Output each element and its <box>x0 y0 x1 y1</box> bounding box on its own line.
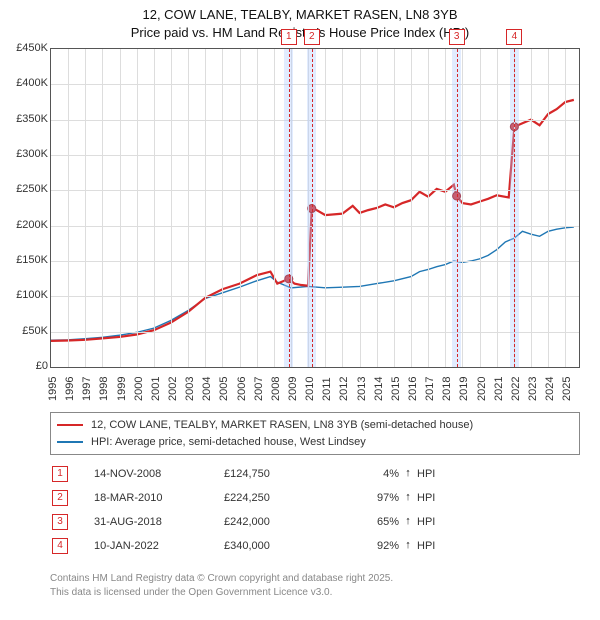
x-axis-label: 1995 <box>47 377 59 401</box>
sale-index: 2 <box>52 490 68 506</box>
sale-pct: 65% <box>344 516 399 528</box>
x-axis-label: 2014 <box>373 377 385 401</box>
up-arrow-icon: ↑ <box>399 515 417 527</box>
sale-price: £242,000 <box>224 516 344 528</box>
sale-row: 4 10-JAN-2022£340,00092%↑HPI <box>50 534 580 558</box>
legend-swatch-price <box>57 424 83 426</box>
sale-row: 2 18-MAR-2010£224,25097%↑HPI <box>50 486 580 510</box>
sale-hpi-label: HPI <box>417 492 467 504</box>
x-axis-label: 2013 <box>356 377 368 401</box>
sale-hpi-label: HPI <box>417 468 467 480</box>
x-axis-label: 1996 <box>64 377 76 401</box>
sale-date: 14-NOV-2008 <box>94 468 224 480</box>
x-axis-label: 2012 <box>338 377 350 401</box>
sale-row: 3 31-AUG-2018£242,00065%↑HPI <box>50 510 580 534</box>
up-arrow-icon: ↑ <box>399 539 417 551</box>
y-axis-label: £50K <box>4 325 48 337</box>
x-axis-label: 2001 <box>150 377 162 401</box>
legend: 12, COW LANE, TEALBY, MARKET RASEN, LN8 … <box>50 412 580 455</box>
y-axis-label: £350K <box>4 113 48 125</box>
sale-index: 4 <box>52 538 68 554</box>
up-arrow-icon: ↑ <box>399 467 417 479</box>
sale-price: £124,750 <box>224 468 344 480</box>
sale-date: 18-MAR-2010 <box>94 492 224 504</box>
sale-hpi-label: HPI <box>417 516 467 528</box>
x-axis-label: 2005 <box>218 377 230 401</box>
y-axis-label: £300K <box>4 148 48 160</box>
x-axis-label: 2022 <box>510 377 522 401</box>
x-axis-label: 2025 <box>561 377 573 401</box>
y-axis-label: £450K <box>4 42 48 54</box>
sale-date: 10-JAN-2022 <box>94 540 224 552</box>
legend-swatch-hpi <box>57 441 83 443</box>
x-axis-label: 1998 <box>98 377 110 401</box>
x-axis-label: 2006 <box>236 377 248 401</box>
x-axis-label: 1999 <box>116 377 128 401</box>
x-axis-label: 2000 <box>133 377 145 401</box>
chart-marker-1: 1 <box>281 29 297 45</box>
x-axis-label: 2017 <box>424 377 436 401</box>
x-axis-label: 2004 <box>201 377 213 401</box>
sale-date: 31-AUG-2018 <box>94 516 224 528</box>
x-axis-label: 2008 <box>270 377 282 401</box>
x-axis-label: 2016 <box>407 377 419 401</box>
x-axis-label: 2009 <box>287 377 299 401</box>
chart-marker-3: 3 <box>449 29 465 45</box>
y-axis-label: £200K <box>4 219 48 231</box>
legend-label-hpi: HPI: Average price, semi-detached house,… <box>91 434 366 451</box>
title-line1: 12, COW LANE, TEALBY, MARKET RASEN, LN8 … <box>0 6 600 24</box>
x-axis-label: 2024 <box>544 377 556 401</box>
legend-label-price: 12, COW LANE, TEALBY, MARKET RASEN, LN8 … <box>91 417 473 434</box>
y-axis-label: £150K <box>4 254 48 266</box>
x-axis-label: 2018 <box>441 377 453 401</box>
x-axis-label: 2019 <box>458 377 470 401</box>
sale-pct: 97% <box>344 492 399 504</box>
sale-index: 3 <box>52 514 68 530</box>
x-axis-label: 2023 <box>527 377 539 401</box>
sale-pct: 92% <box>344 540 399 552</box>
y-axis-label: £250K <box>4 183 48 195</box>
chart-plot-area: 1995199619971998199920002001200220032004… <box>50 48 580 368</box>
chart-marker-2: 2 <box>304 29 320 45</box>
x-axis-label: 2011 <box>321 377 333 401</box>
x-axis-label: 2010 <box>304 377 316 401</box>
x-axis-label: 2002 <box>167 377 179 401</box>
y-axis-label: £0 <box>4 360 48 372</box>
footer-line2: This data is licensed under the Open Gov… <box>50 586 580 600</box>
footer-line1: Contains HM Land Registry data © Crown c… <box>50 572 580 586</box>
x-axis-label: 2021 <box>493 377 505 401</box>
footer-attribution: Contains HM Land Registry data © Crown c… <box>50 572 580 600</box>
x-axis-label: 2015 <box>390 377 402 401</box>
chart-marker-4: 4 <box>506 29 522 45</box>
x-axis-label: 2020 <box>476 377 488 401</box>
sale-price: £224,250 <box>224 492 344 504</box>
sale-hpi-label: HPI <box>417 540 467 552</box>
x-axis-label: 2003 <box>184 377 196 401</box>
y-axis-label: £100K <box>4 289 48 301</box>
x-axis-label: 1997 <box>81 377 93 401</box>
sale-pct: 4% <box>344 468 399 480</box>
x-axis-label: 2007 <box>253 377 265 401</box>
legend-row-hpi: HPI: Average price, semi-detached house,… <box>57 434 573 451</box>
sale-price: £340,000 <box>224 540 344 552</box>
up-arrow-icon: ↑ <box>399 491 417 503</box>
sale-index: 1 <box>52 466 68 482</box>
sales-table: 114-NOV-2008£124,7504%↑HPI218-MAR-2010£2… <box>50 462 580 558</box>
sale-row: 1 14-NOV-2008£124,7504%↑HPI <box>50 462 580 486</box>
legend-row-price: 12, COW LANE, TEALBY, MARKET RASEN, LN8 … <box>57 417 573 434</box>
y-axis-label: £400K <box>4 77 48 89</box>
